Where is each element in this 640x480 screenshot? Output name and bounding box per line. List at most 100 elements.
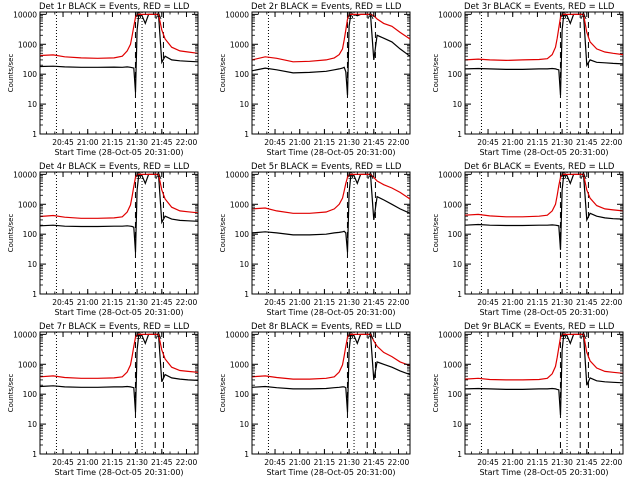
y-tick-label: 100: [23, 390, 38, 399]
series-events: [40, 173, 198, 253]
series-events: [40, 333, 198, 413]
y-tick-label: 10: [27, 420, 37, 429]
y-tick-label: 10000: [438, 330, 462, 339]
x-tick-label: 21:30: [551, 138, 573, 147]
series-lld: [40, 333, 198, 379]
x-tick-label: 20:45: [52, 298, 74, 307]
x-tick-label: 21:45: [363, 458, 385, 467]
panel-title: Det 3r BLACK = Events, RED = LLD: [464, 2, 615, 12]
y-axis-label: Counts/sec: [219, 214, 227, 253]
x-tick-label: 22:00: [176, 458, 198, 467]
x-tick-label: 21:15: [314, 298, 336, 307]
x-tick-label: 21:00: [77, 138, 99, 147]
x-tick-label: 22:00: [388, 138, 410, 147]
y-tick-label: 1000: [443, 200, 462, 209]
y-tick-label: 1: [244, 450, 249, 459]
x-tick-label: 21:15: [102, 298, 124, 307]
marker-label: S: [348, 332, 354, 342]
x-tick-label: 21:00: [502, 458, 524, 467]
x-tick-label: 21:45: [576, 458, 598, 467]
y-tick-label: 10000: [225, 330, 249, 339]
y-tick-label: 1000: [18, 200, 37, 209]
y-tick-label: 1: [244, 130, 249, 139]
x-tick-label: 21:15: [527, 458, 549, 467]
x-tick-label: 21:30: [126, 458, 148, 467]
plot-frame: [39, 11, 199, 135]
series-lld: [40, 13, 198, 59]
marker-label: S: [348, 12, 354, 22]
y-tick-label: 10: [27, 100, 37, 109]
marker-label: S: [136, 332, 142, 342]
x-tick-label: 21:00: [77, 458, 99, 467]
y-tick-label: 100: [23, 230, 38, 239]
x-tick-label: 22:00: [601, 298, 623, 307]
x-tick-label: 21:30: [338, 458, 360, 467]
x-tick-label: 22:00: [388, 298, 410, 307]
marker-label: A: [367, 332, 374, 342]
x-tick-label: 21:00: [289, 138, 311, 147]
series-events: [40, 13, 198, 93]
y-tick-label: 1000: [18, 40, 37, 49]
x-tick-label: 21:30: [551, 298, 573, 307]
marker-label: S: [136, 12, 142, 22]
x-tick-label: 21:45: [363, 298, 385, 307]
y-tick-label: 10: [452, 420, 462, 429]
panel-title: Det 8r BLACK = Events, RED = LLD: [251, 322, 402, 332]
plot-frame: [464, 171, 624, 295]
x-tick-label: 22:00: [388, 458, 410, 467]
y-axis-label: Counts/sec: [219, 54, 227, 93]
y-tick-label: 10000: [225, 170, 249, 179]
series-lld: [465, 173, 623, 218]
x-tick-label: 21:45: [363, 138, 385, 147]
x-tick-label: 20:45: [264, 298, 286, 307]
series-events: [465, 333, 623, 416]
panel-title: Det 9r BLACK = Events, RED = LLD: [464, 322, 615, 332]
x-tick-label: 21:00: [77, 298, 99, 307]
x-axis-label: Start Time (28-Oct-05 20:31:00): [266, 468, 395, 477]
y-tick-label: 10000: [438, 10, 462, 19]
series-lld: [465, 333, 623, 381]
series-events: [252, 173, 410, 253]
x-axis-label: Start Time (28-Oct-05 20:31:00): [54, 468, 183, 477]
marker-label: A: [155, 332, 162, 342]
y-axis-label: Counts/sec: [219, 374, 227, 413]
y-tick-label: 100: [448, 390, 463, 399]
y-axis-label: Counts/sec: [7, 54, 15, 93]
x-tick-label: 20:45: [52, 138, 74, 147]
series-lld: [252, 13, 410, 63]
plot-frame: [39, 171, 199, 295]
x-axis-label: Start Time (28-Oct-05 20:31:00): [479, 468, 608, 477]
y-tick-label: 100: [235, 70, 250, 79]
x-tick-label: 21:45: [151, 298, 173, 307]
x-tick-label: 21:45: [576, 298, 598, 307]
plot-frame: [251, 11, 411, 135]
y-tick-label: 10: [452, 100, 462, 109]
x-tick-label: 22:00: [176, 138, 198, 147]
x-tick-label: 21:00: [502, 298, 524, 307]
marker-label: S: [136, 172, 142, 182]
x-tick-label: 21:00: [289, 458, 311, 467]
series-events: [465, 13, 623, 96]
panel-title: Det 5r BLACK = Events, RED = LLD: [251, 162, 402, 172]
y-tick-label: 1000: [443, 40, 462, 49]
y-tick-label: 1000: [18, 360, 37, 369]
series-events: [465, 173, 623, 250]
y-tick-label: 10000: [13, 330, 37, 339]
y-tick-label: 1: [457, 450, 462, 459]
y-tick-label: 1: [457, 130, 462, 139]
series-events: [252, 333, 410, 413]
x-tick-label: 21:15: [527, 298, 549, 307]
plot-frame: [251, 331, 411, 455]
plot-frame: [39, 331, 199, 455]
panel-title: Det 2r BLACK = Events, RED = LLD: [251, 2, 402, 12]
series-lld: [252, 173, 410, 214]
y-tick-label: 10: [239, 420, 249, 429]
series-lld: [40, 173, 198, 219]
x-tick-label: 21:45: [151, 138, 173, 147]
x-tick-label: 22:00: [601, 458, 623, 467]
y-tick-label: 1000: [230, 40, 249, 49]
